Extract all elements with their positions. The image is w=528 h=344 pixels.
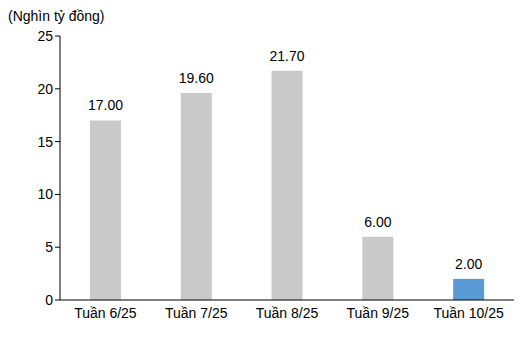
svg-text:21.70: 21.70 bbox=[270, 48, 305, 64]
svg-text:15: 15 bbox=[37, 134, 53, 150]
svg-text:Tuần 6/25: Tuần 6/25 bbox=[74, 305, 137, 321]
svg-text:17.00: 17.00 bbox=[88, 97, 123, 113]
svg-text:Tuần 9/25: Tuần 9/25 bbox=[347, 305, 410, 321]
svg-text:Tuần 8/25: Tuần 8/25 bbox=[256, 305, 319, 321]
svg-text:5: 5 bbox=[45, 239, 53, 255]
svg-text:19.60: 19.60 bbox=[179, 70, 214, 86]
svg-text:6.00: 6.00 bbox=[364, 214, 391, 230]
html-text:(Nghìn tỷ đồng): (Nghìn tỷ đồng) bbox=[8, 8, 105, 24]
svg-text:25: 25 bbox=[37, 28, 53, 44]
svg-text:Tuần 10/25: Tuần 10/25 bbox=[433, 305, 504, 321]
svg-text:20: 20 bbox=[37, 81, 53, 97]
svg-text:2.00: 2.00 bbox=[455, 256, 482, 272]
svg-text:0: 0 bbox=[45, 292, 53, 308]
svg-text:Tuần 7/25: Tuần 7/25 bbox=[165, 305, 228, 321]
svg-text:10: 10 bbox=[37, 186, 53, 202]
